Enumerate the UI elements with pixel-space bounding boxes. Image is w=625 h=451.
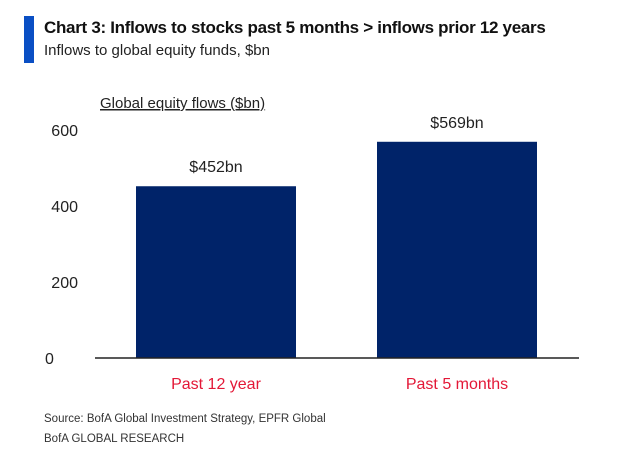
y-tick-label: 200 (51, 275, 78, 292)
data-label: $452bn (189, 159, 242, 176)
chart-subtitle: Inflows to global equity funds, $bn (44, 42, 270, 59)
x-tick-label: Past 12 year (171, 376, 262, 393)
y-tick-label: 600 (51, 123, 78, 140)
y-tick-label: 0 (45, 351, 54, 368)
y-axis-label: Global equity flows ($bn) (100, 95, 265, 112)
bar (377, 141, 537, 358)
title-accent-bar (24, 16, 34, 63)
source-note: Source: BofA Global Investment Strategy,… (44, 413, 326, 425)
bar (136, 186, 296, 358)
data-label: $569bn (430, 115, 483, 132)
chart-title: Chart 3: Inflows to stocks past 5 months… (44, 18, 546, 37)
brand-label: BofA GLOBAL RESEARCH (44, 433, 185, 445)
x-tick-label: Past 5 months (406, 376, 508, 393)
y-tick-label: 400 (51, 199, 78, 216)
